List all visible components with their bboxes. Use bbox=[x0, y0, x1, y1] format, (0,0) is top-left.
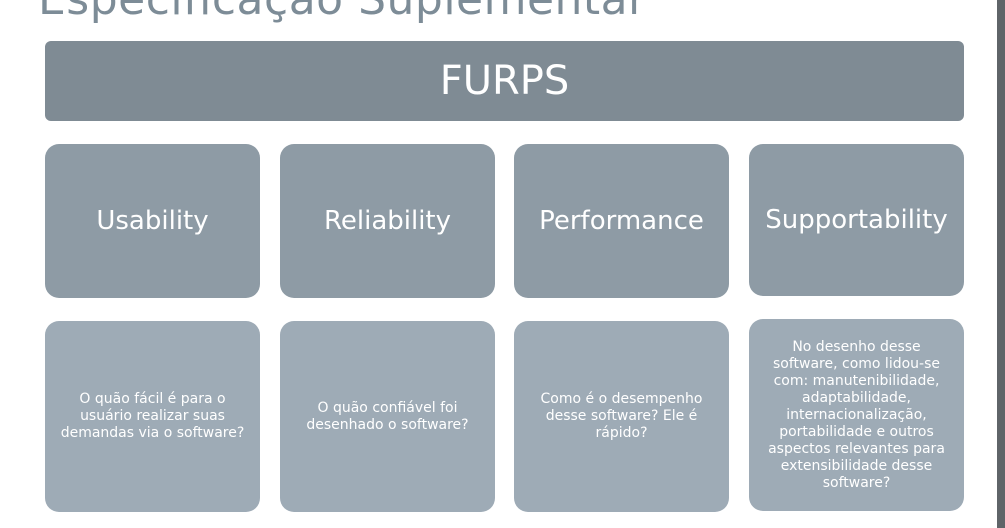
description-text: O quão fácil é para o usuário realizar s… bbox=[60, 391, 245, 441]
category-performance: Performance bbox=[514, 144, 729, 298]
furps-header-label: FURPS bbox=[439, 58, 570, 104]
category-label: Reliability bbox=[323, 206, 452, 236]
description-text: Como é o desempenho desse software? Ele … bbox=[540, 391, 703, 441]
window-edge bbox=[997, 0, 1005, 528]
description-performance: Como é o desempenho desse software? Ele … bbox=[514, 321, 729, 512]
category-usability: Usability bbox=[45, 144, 260, 298]
furps-header: FURPS bbox=[45, 41, 964, 121]
description-usability: O quão fácil é para o usuário realizar s… bbox=[45, 321, 260, 512]
category-supportability: Supportability bbox=[749, 144, 964, 296]
slide-title: Especificação Suplementar bbox=[38, 0, 647, 25]
category-label: Performance bbox=[539, 206, 704, 236]
description-text: O quão confiável foi desenhado o softwar… bbox=[306, 399, 469, 433]
description-supportability: No desenho desse software, como lidou-se… bbox=[749, 319, 964, 511]
category-label: Usability bbox=[96, 206, 209, 236]
category-label: Supportability bbox=[765, 205, 948, 235]
category-reliability: Reliability bbox=[280, 144, 495, 298]
description-reliability: O quão confiável foi desenhado o softwar… bbox=[280, 321, 495, 512]
description-text: No desenho desse software, como lidou-se… bbox=[768, 338, 945, 491]
